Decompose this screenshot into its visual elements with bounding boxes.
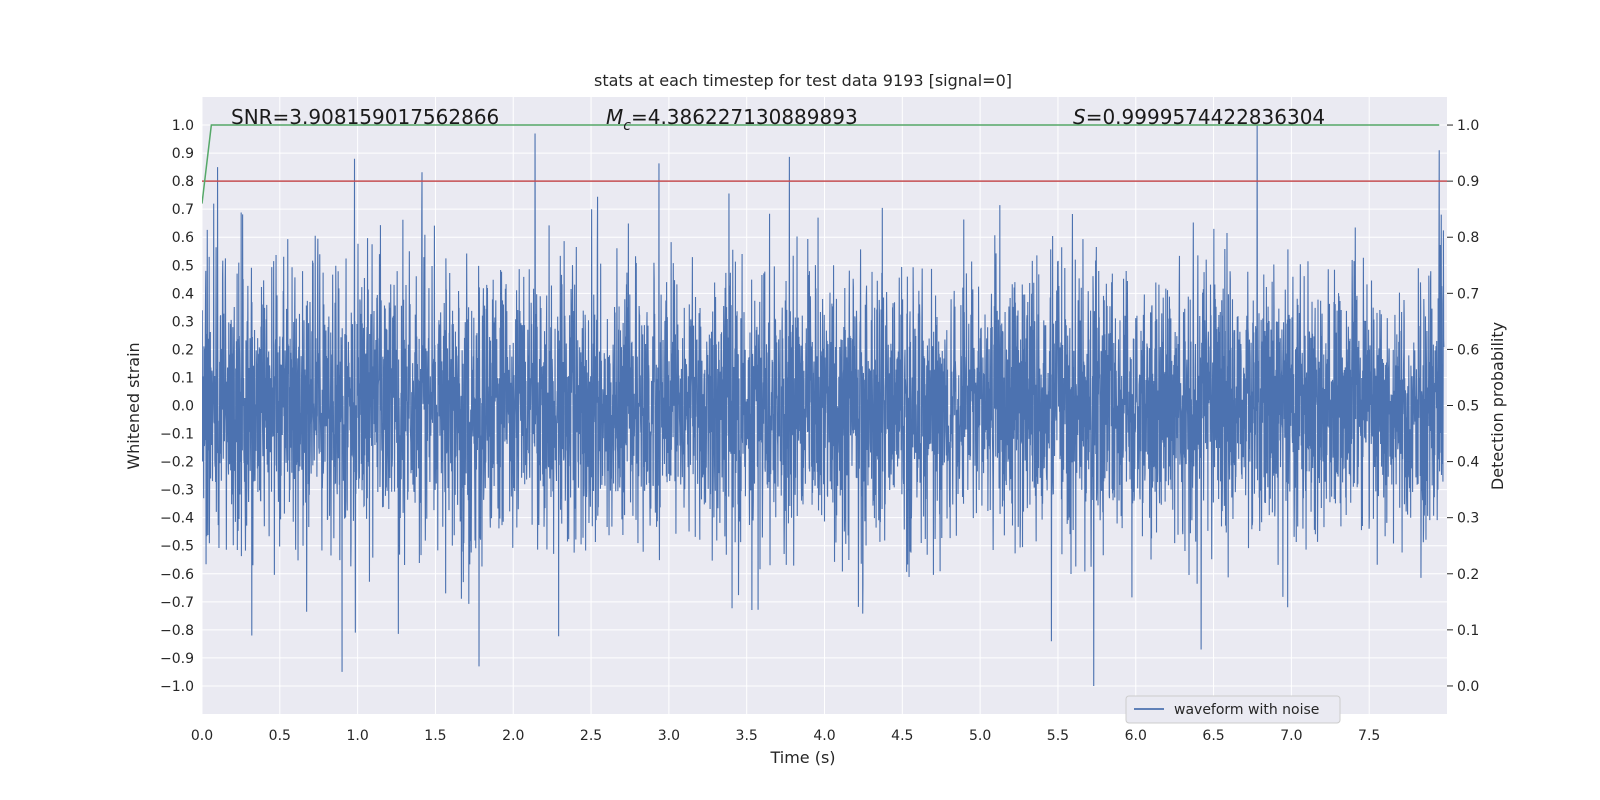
- x-tick-label: 6.5: [1202, 728, 1224, 744]
- y-right-tick-label: 0.2: [1457, 567, 1479, 583]
- chart-title: stats at each timestep for test data 919…: [594, 71, 1012, 90]
- y-left-tick-label: −1.0: [160, 679, 194, 695]
- x-tick-label: 5.5: [1047, 728, 1069, 744]
- y-right-tick-label: 1.0: [1457, 118, 1479, 134]
- y-right-tick-label: 0.6: [1457, 342, 1479, 358]
- score-value: =0.9999574422836304: [1086, 105, 1325, 129]
- series-detection-probability: [202, 124, 1440, 204]
- y-left-tick-label: −0.3: [160, 483, 194, 499]
- y-left-tick-label: 0.6: [172, 230, 194, 246]
- x-tick-label: 2.0: [502, 728, 524, 744]
- x-tick-label: 0.0: [191, 728, 213, 744]
- y-left-tick-label: −0.8: [160, 623, 194, 639]
- y-axis-left-ticks: 1.0 0.9 0.8 0.7 0.6 0.5 0.4 0.3 0.2 0.1 0.0 −0.1 −0.…: [160, 118, 194, 695]
- y-right-tick-label: 0.3: [1457, 511, 1479, 527]
- series-waveform-with-noise: [202, 125, 1445, 686]
- y-right-tick-label: 0.0: [1457, 679, 1479, 695]
- y-left-tick-label: −0.4: [160, 511, 194, 527]
- y-right-tick-label: 0.7: [1457, 286, 1479, 302]
- y-left-tick-label: 0.7: [172, 202, 194, 218]
- y-right-tick-label: 0.8: [1457, 230, 1479, 246]
- y-left-tick-label: 0.1: [172, 370, 194, 386]
- legend-label: waveform with noise: [1174, 702, 1319, 718]
- y-left-tick-label: 0.0: [172, 399, 194, 415]
- x-tick-label: 0.5: [269, 728, 291, 744]
- y-right-tick-label: 0.4: [1457, 455, 1479, 471]
- y-right-tick-label: 0.5: [1457, 399, 1479, 415]
- x-tick-label: 4.0: [813, 728, 835, 744]
- y-right-tick-label: 0.1: [1457, 623, 1479, 639]
- y-axis-right-label: Detection probability: [1488, 322, 1507, 490]
- x-tick-label: 2.5: [580, 728, 602, 744]
- legend-box: [1125, 695, 1341, 724]
- y-left-tick-label: −0.1: [160, 427, 194, 443]
- y-left-tick-label: 0.4: [172, 286, 194, 302]
- x-tick-label: 6.0: [1125, 728, 1147, 744]
- x-tick-label: 7.0: [1280, 728, 1302, 744]
- score-symbol: S: [1073, 105, 1086, 129]
- x-axis-label: Time (s): [769, 748, 835, 767]
- y-left-tick-label: 0.2: [172, 342, 194, 358]
- x-tick-label: 3.5: [736, 728, 758, 744]
- x-tick-label: 4.5: [891, 728, 913, 744]
- chirp-mass-symbol: M: [606, 105, 623, 129]
- y-left-tick-label: −0.7: [160, 595, 194, 611]
- y-left-tick-label: 0.5: [172, 258, 194, 274]
- y-left-tick-label: −0.5: [160, 539, 194, 555]
- x-tick-label: 5.0: [969, 728, 991, 744]
- legend: waveform with noise: [1125, 695, 1341, 724]
- y-right-tick-label: 0.9: [1457, 174, 1479, 190]
- y-left-tick-label: 0.9: [172, 146, 194, 162]
- y-axis-right-ticks: 1.0 0.9 0.8 0.7 0.6 0.5 0.4 0.3 0.2 0.1 0.0: [1447, 118, 1479, 695]
- x-axis-ticks: 0.0 0.5 1.0 1.5 2.0 2.5 3.0 3.5 4.0 4.5 5.0 5.5 6.0 6…: [191, 728, 1380, 744]
- chirp-mass-annotation: Mc=4.386227130889893: [606, 105, 858, 134]
- x-tick-label: 1.5: [424, 728, 446, 744]
- x-tick-label: 3.0: [658, 728, 680, 744]
- y-left-tick-label: −0.9: [160, 651, 194, 667]
- x-tick-label: 1.0: [346, 728, 368, 744]
- chirp-mass-subscript: c: [623, 118, 631, 134]
- x-tick-label: 7.5: [1358, 728, 1380, 744]
- y-axis-left-label: Whitened strain: [124, 342, 143, 469]
- y-left-tick-label: −0.6: [160, 567, 194, 583]
- y-left-tick-label: −0.2: [160, 455, 194, 471]
- chirp-mass-value: =4.386227130889893: [631, 105, 858, 129]
- y-left-tick-label: 1.0: [172, 118, 194, 134]
- score-annotation: S=0.9999574422836304: [1073, 105, 1325, 129]
- y-left-tick-label: 0.3: [172, 314, 194, 330]
- snr-annotation: SNR=3.908159017562866: [231, 105, 499, 129]
- y-left-tick-label: 0.8: [172, 174, 194, 190]
